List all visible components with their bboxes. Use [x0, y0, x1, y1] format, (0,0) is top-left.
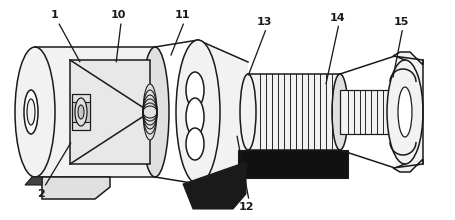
Ellipse shape: [386, 60, 422, 164]
Ellipse shape: [78, 105, 84, 119]
Polygon shape: [394, 56, 422, 168]
Polygon shape: [392, 159, 422, 172]
Ellipse shape: [186, 98, 203, 136]
Text: 13: 13: [256, 17, 272, 27]
Ellipse shape: [75, 98, 87, 126]
Polygon shape: [197, 40, 248, 184]
Text: 11: 11: [174, 10, 190, 20]
Text: 10: 10: [111, 10, 126, 20]
Ellipse shape: [186, 72, 203, 108]
Bar: [70, 60, 150, 164]
Text: 12: 12: [238, 202, 253, 212]
Polygon shape: [25, 177, 42, 185]
Ellipse shape: [397, 87, 411, 137]
Bar: [339, 90, 404, 134]
Polygon shape: [42, 177, 110, 199]
Ellipse shape: [143, 84, 157, 140]
Bar: [238, 150, 347, 178]
Ellipse shape: [176, 40, 219, 184]
Polygon shape: [35, 47, 155, 177]
Bar: [72, 94, 90, 130]
Text: 15: 15: [393, 17, 408, 27]
Polygon shape: [182, 162, 245, 209]
Ellipse shape: [24, 90, 38, 134]
Ellipse shape: [27, 99, 35, 125]
Ellipse shape: [15, 47, 55, 177]
Ellipse shape: [239, 74, 255, 150]
Bar: [72, 102, 90, 122]
Ellipse shape: [186, 128, 203, 160]
Bar: [248, 74, 339, 150]
Ellipse shape: [141, 47, 169, 177]
Text: 14: 14: [329, 13, 344, 23]
Ellipse shape: [331, 74, 347, 150]
Text: 2: 2: [37, 189, 45, 199]
Polygon shape: [392, 52, 422, 65]
Text: 1: 1: [51, 10, 58, 20]
